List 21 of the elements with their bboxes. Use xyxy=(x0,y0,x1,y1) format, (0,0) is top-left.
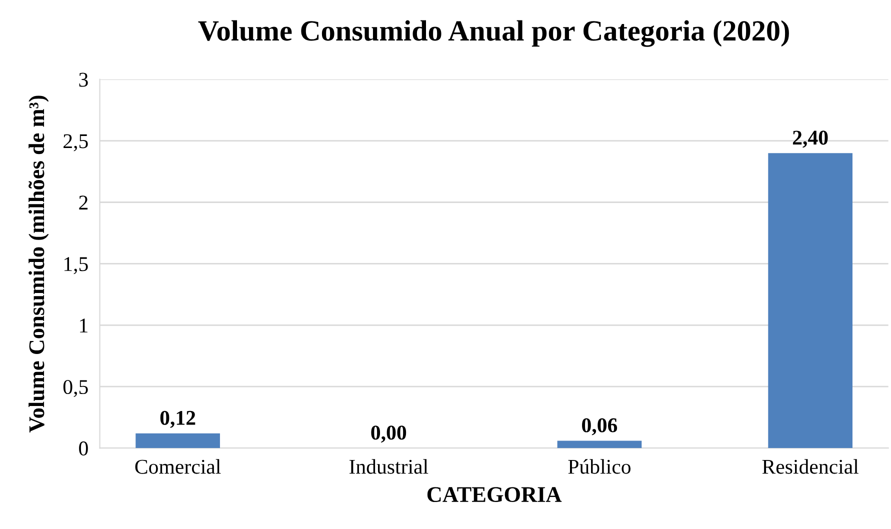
y-tick-label: 2,5 xyxy=(64,134,88,152)
x-axis-title: CATEGORIA xyxy=(427,487,562,502)
bar xyxy=(557,440,642,448)
y-tick-label: 2 xyxy=(79,196,88,210)
y-tick-label: 1,5 xyxy=(64,257,88,274)
data-label: 0,06 xyxy=(582,418,618,436)
data-label: 2,40 xyxy=(792,130,828,148)
bar xyxy=(768,153,852,448)
y-axis-title: Volume Consumido (milhões de m³) xyxy=(28,96,49,432)
chart-title: Volume Consumido Anual por Categoria (2020) xyxy=(198,20,789,47)
bar xyxy=(136,433,220,448)
x-tick-label: Industrial xyxy=(349,459,428,474)
y-tick-label: 3 xyxy=(79,72,88,87)
y-tick-label: 1 xyxy=(80,318,88,332)
y-tick-label: 0,5 xyxy=(63,380,88,398)
data-label: 0,00 xyxy=(371,426,406,443)
x-tick-label: Residencial xyxy=(762,459,858,474)
x-tick-label: Comercial xyxy=(135,459,221,474)
x-tick-label: Público xyxy=(568,459,631,474)
y-tick-label: 0 xyxy=(79,441,88,456)
data-label: 0,12 xyxy=(160,410,196,428)
